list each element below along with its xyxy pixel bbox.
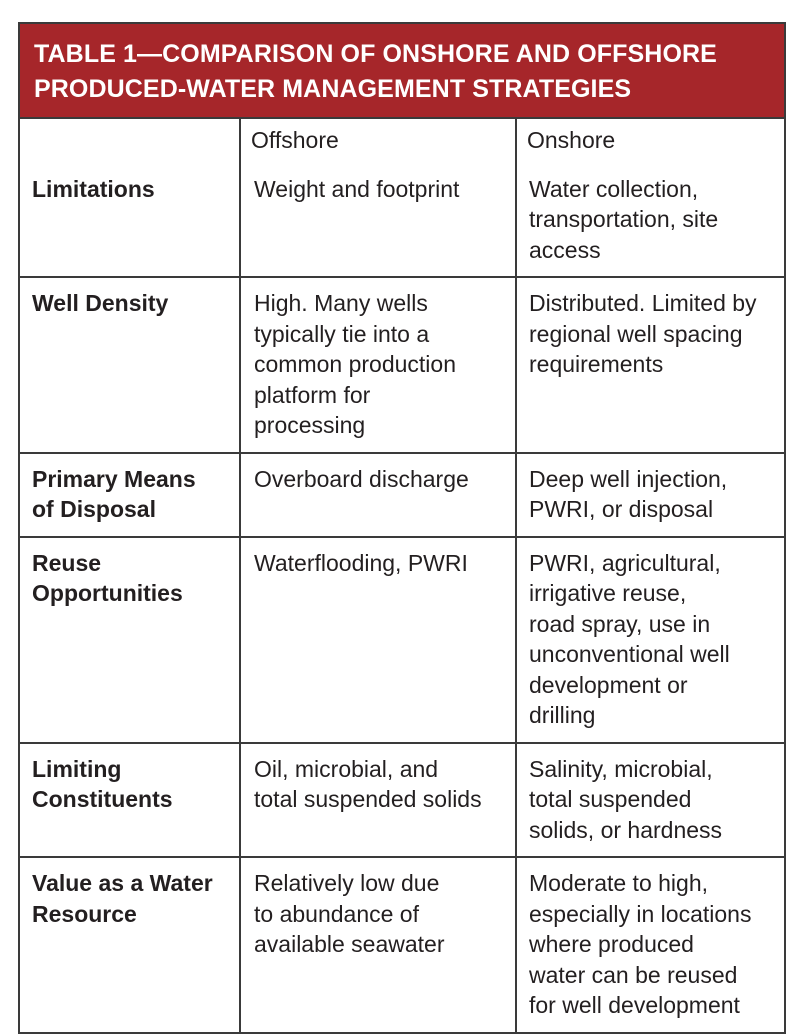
row-label-cell-text-line: Reuse [32,549,102,576]
row-label-cell: Reuse Opportunities [20,535,241,744]
row-label-cell: Value as a Water Resource [20,856,241,1032]
offshore-cell: Oil, microbial, and total suspended solid… [239,741,517,858]
onshore-cell-text-line: Water collection, [529,175,699,202]
onshore-cell-text-line: regional well spacing [529,320,743,347]
onshore-cell-text-line: drilling [529,702,596,728]
offshore-cell-text-line: to abundance of [254,900,419,927]
offshore-cell-text-line: available seawater [254,931,445,957]
offshore-cell-text-line: Oil, microbial, and [254,755,439,782]
onshore-cell-text-line: irrigative reuse, [529,580,687,606]
onshore-cell-text-line: requirements [529,351,664,377]
onshore-cell: Deep well injection, PWRI, or disposal [515,451,784,538]
comparison-table: Offshore Onshore Limitations Weight and f… [20,119,784,1032]
table-body: Limitations Weight and footprint Water col… [20,163,784,1032]
onshore-cell: Moderate to high, especially in locations… [515,856,784,1032]
offshore-cell-text-line: Weight and footprint [254,175,460,202]
offshore-cell: Overboard discharge [239,451,517,538]
onshore-cell-text-line: road spray, use in [529,610,711,637]
header-cell-onshore: Onshore [515,119,784,164]
comparison-table-figure: TABLE 1—COMPARISON OF ONSHORE AND OFFSHO… [18,22,786,1034]
onshore-cell-text-line: access [529,236,601,263]
onshore-cell-text-line: solids, or hardness [529,816,723,843]
row-label-cell-text-line: Limitations [32,175,155,202]
offshore-cell-text-line: Waterflooding, PWRI [254,549,468,576]
table-row-value-as-water-resource: Value as a Water Resource Relatively low d… [20,856,784,1032]
row-label-cell-text-line: Primary Means [32,465,196,492]
offshore-cell: High. Many wells typically tie into a comm… [239,276,517,454]
onshore-cell: Salinity, microbial, total suspended solid… [515,741,784,858]
onshore-cell: Water collection, transportation, site acc… [515,163,784,278]
onshore-cell-text-line: Deep well injection, [529,465,728,492]
onshore-cell-text-line: transportation, site [529,206,719,232]
onshore-cell-text-line: total suspended [529,786,692,812]
onshore-cell: Distributed. Limited by regional well spa… [515,276,784,454]
table-title-line-1: TABLE 1—COMPARISON OF ONSHORE AND OFFSHO… [34,40,717,68]
offshore-cell-text-line: platform for [254,381,371,408]
onshore-cell: PWRI, agricultural, irrigative reuse, road… [515,535,784,744]
onshore-cell-text-line: where produced [529,931,694,957]
onshore-cell-text-line: PWRI, or disposal [529,496,714,522]
offshore-cell-text-line: Overboard discharge [254,465,469,492]
row-label-cell-text-line: Opportunities [32,580,183,606]
onshore-cell-text-line: Salinity, microbial, [529,755,713,782]
table-row-well-density: Well Density High. Many wells typically ti… [20,276,784,454]
table-title-line-2: PRODUCED-WATER MANAGEMENT STRATEGIES [34,75,632,103]
offshore-cell: Relatively low due to abundance of availab… [239,856,517,1032]
onshore-cell-text-line: PWRI, agricultural, [529,549,721,576]
onshore-cell-text-line: unconventional well [529,641,730,667]
table-header-row: Offshore Onshore [20,119,784,164]
onshore-cell-text-line: Moderate to high, [529,870,709,896]
table-row-limitations: Limitations Weight and footprint Water col… [20,163,784,278]
row-label-cell: Limiting Constituents [20,741,241,858]
table-row-primary-means-of-disposal: Primary Means of Disposal Overboard discha… [20,451,784,538]
row-label-cell: Limitations [20,163,241,278]
offshore-cell-text-line: common production [254,351,456,377]
table-row-reuse-opportunities: Reuse Opportunities Waterflooding, PWRI PWR… [20,535,784,744]
onshore-cell-text-line: for well development [529,992,740,1018]
row-label-cell-text-line: Value as a Water [32,870,213,896]
onshore-cell-text-line: water can be reused [529,961,738,988]
row-label-cell-text-line: Limiting [32,755,122,782]
row-label-cell: Well Density [20,276,241,454]
header-cell-empty [20,119,241,164]
offshore-cell-text-line: Relatively low due [254,870,440,896]
header-cell-offshore: Offshore [239,119,517,164]
offshore-cell-text-line: processing [254,412,366,438]
offshore-cell: Waterflooding, PWRI [239,535,517,744]
row-label-cell-text-line: Well Density [32,290,169,316]
offshore-cell: Weight and footprint [239,163,517,278]
table-row-limiting-constituents: Limiting Constituents Oil, microbial, and t… [20,741,784,858]
row-label-cell-text-line: of Disposal [32,496,156,522]
row-label-cell-text-line: Resource [32,900,137,927]
offshore-cell-text-line: typically tie into a [254,320,430,347]
table-title: TABLE 1—COMPARISON OF ONSHORE AND OFFSHO… [20,24,784,119]
offshore-cell-text-line: High. Many wells [254,290,428,316]
onshore-cell-text-line: especially in locations [529,900,752,927]
row-label-cell: Primary Means of Disposal [20,451,241,538]
onshore-cell-text-line: development or [529,671,688,698]
row-label-cell-text-line: Constituents [32,786,173,812]
onshore-cell-text-line: Distributed. Limited by [529,290,757,316]
offshore-cell-text-line: total suspended solids [254,786,482,812]
